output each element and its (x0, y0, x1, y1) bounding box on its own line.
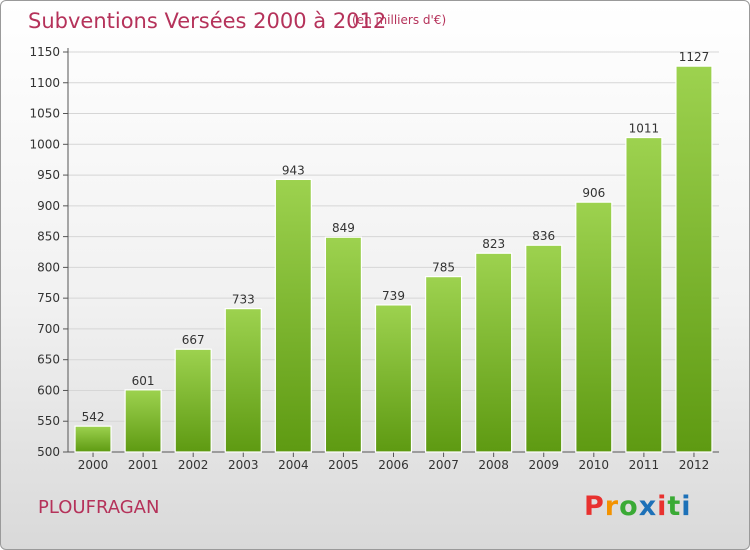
bar-2011 (625, 136, 663, 453)
y-tick-label: 750 (37, 291, 60, 305)
x-tick-label-2003: 2003 (228, 458, 259, 472)
data-label-2009: 836 (532, 229, 555, 243)
data-label-2010: 906 (582, 186, 605, 200)
logo-letter: i (657, 491, 668, 522)
y-tick-label: 850 (37, 230, 60, 244)
y-tick-label: 1100 (29, 76, 60, 90)
x-tick-label-2001: 2001 (128, 458, 159, 472)
bars (74, 65, 713, 453)
y-tick-label: 600 (37, 383, 60, 397)
bar-2000 (74, 425, 112, 453)
bar-2006 (374, 304, 413, 453)
bar-2004 (274, 178, 312, 453)
y-tick-label: 1000 (29, 137, 60, 151)
bar-2002 (174, 348, 212, 453)
data-label-2011: 1011 (629, 122, 660, 136)
bar-2008 (475, 252, 513, 453)
y-tick-label: 900 (37, 199, 60, 213)
logo-letter: r (604, 491, 620, 522)
x-tick-label-2000: 2000 (78, 458, 109, 472)
data-label-2000: 542 (82, 410, 105, 424)
x-tick-label-2009: 2009 (528, 458, 559, 472)
data-label-2007: 785 (432, 261, 455, 275)
bar-2003 (224, 308, 262, 453)
x-tick-label-2005: 2005 (328, 458, 359, 472)
x-tick-label-2008: 2008 (478, 458, 509, 472)
logo-letter: P (584, 491, 605, 522)
x-tick-label-2002: 2002 (178, 458, 209, 472)
logo-letter: x (638, 491, 658, 522)
labels: 500 550 600 650 700 750 800 850 900 950 1000 1050 11… (29, 45, 709, 472)
y-tick-label: 500 (37, 445, 60, 459)
x-tick-label-2010: 2010 (579, 458, 610, 472)
x-tick-label-2011: 2011 (629, 458, 660, 472)
place-name: PLOUFRAGAN (38, 497, 160, 518)
bar-2005 (324, 236, 363, 453)
logo-letter: o (619, 491, 639, 522)
data-label-2001: 601 (132, 374, 155, 388)
x-tick-label-2012: 2012 (679, 458, 710, 472)
x-tick-label-2006: 2006 (378, 458, 409, 472)
data-label-2012: 1127 (679, 50, 710, 64)
data-label-2002: 667 (182, 333, 205, 347)
bar-2001 (124, 389, 162, 453)
y-tick-label: 1150 (29, 45, 60, 59)
chart-subtitle: (en milliers d'€) (352, 13, 447, 27)
proxiti-logo[interactable]: Proxiti (584, 491, 692, 522)
logo-letter: i (681, 491, 692, 522)
data-label-2004: 943 (282, 163, 305, 177)
bar-2007 (424, 276, 463, 453)
y-tick-label: 650 (37, 353, 60, 367)
logo-letter: t (667, 491, 682, 522)
x-tick-label-2004: 2004 (278, 458, 309, 472)
bar-2012 (675, 65, 713, 453)
x-tick-label-2007: 2007 (428, 458, 459, 472)
chart-title: Subventions Versées 2000 à 2012 (28, 9, 387, 33)
bar-2010 (575, 201, 613, 453)
y-tick-label: 550 (37, 414, 60, 428)
y-tick-label: 700 (37, 322, 60, 336)
y-tick-label: 800 (37, 260, 60, 274)
data-label-2008: 823 (482, 237, 505, 251)
data-label-2003: 733 (232, 293, 255, 307)
y-tick-label: 950 (37, 168, 60, 182)
y-tick-label: 1050 (29, 107, 60, 121)
bar-2009 (525, 244, 563, 453)
data-label-2006: 739 (382, 289, 405, 303)
data-label-2005: 849 (332, 221, 355, 235)
